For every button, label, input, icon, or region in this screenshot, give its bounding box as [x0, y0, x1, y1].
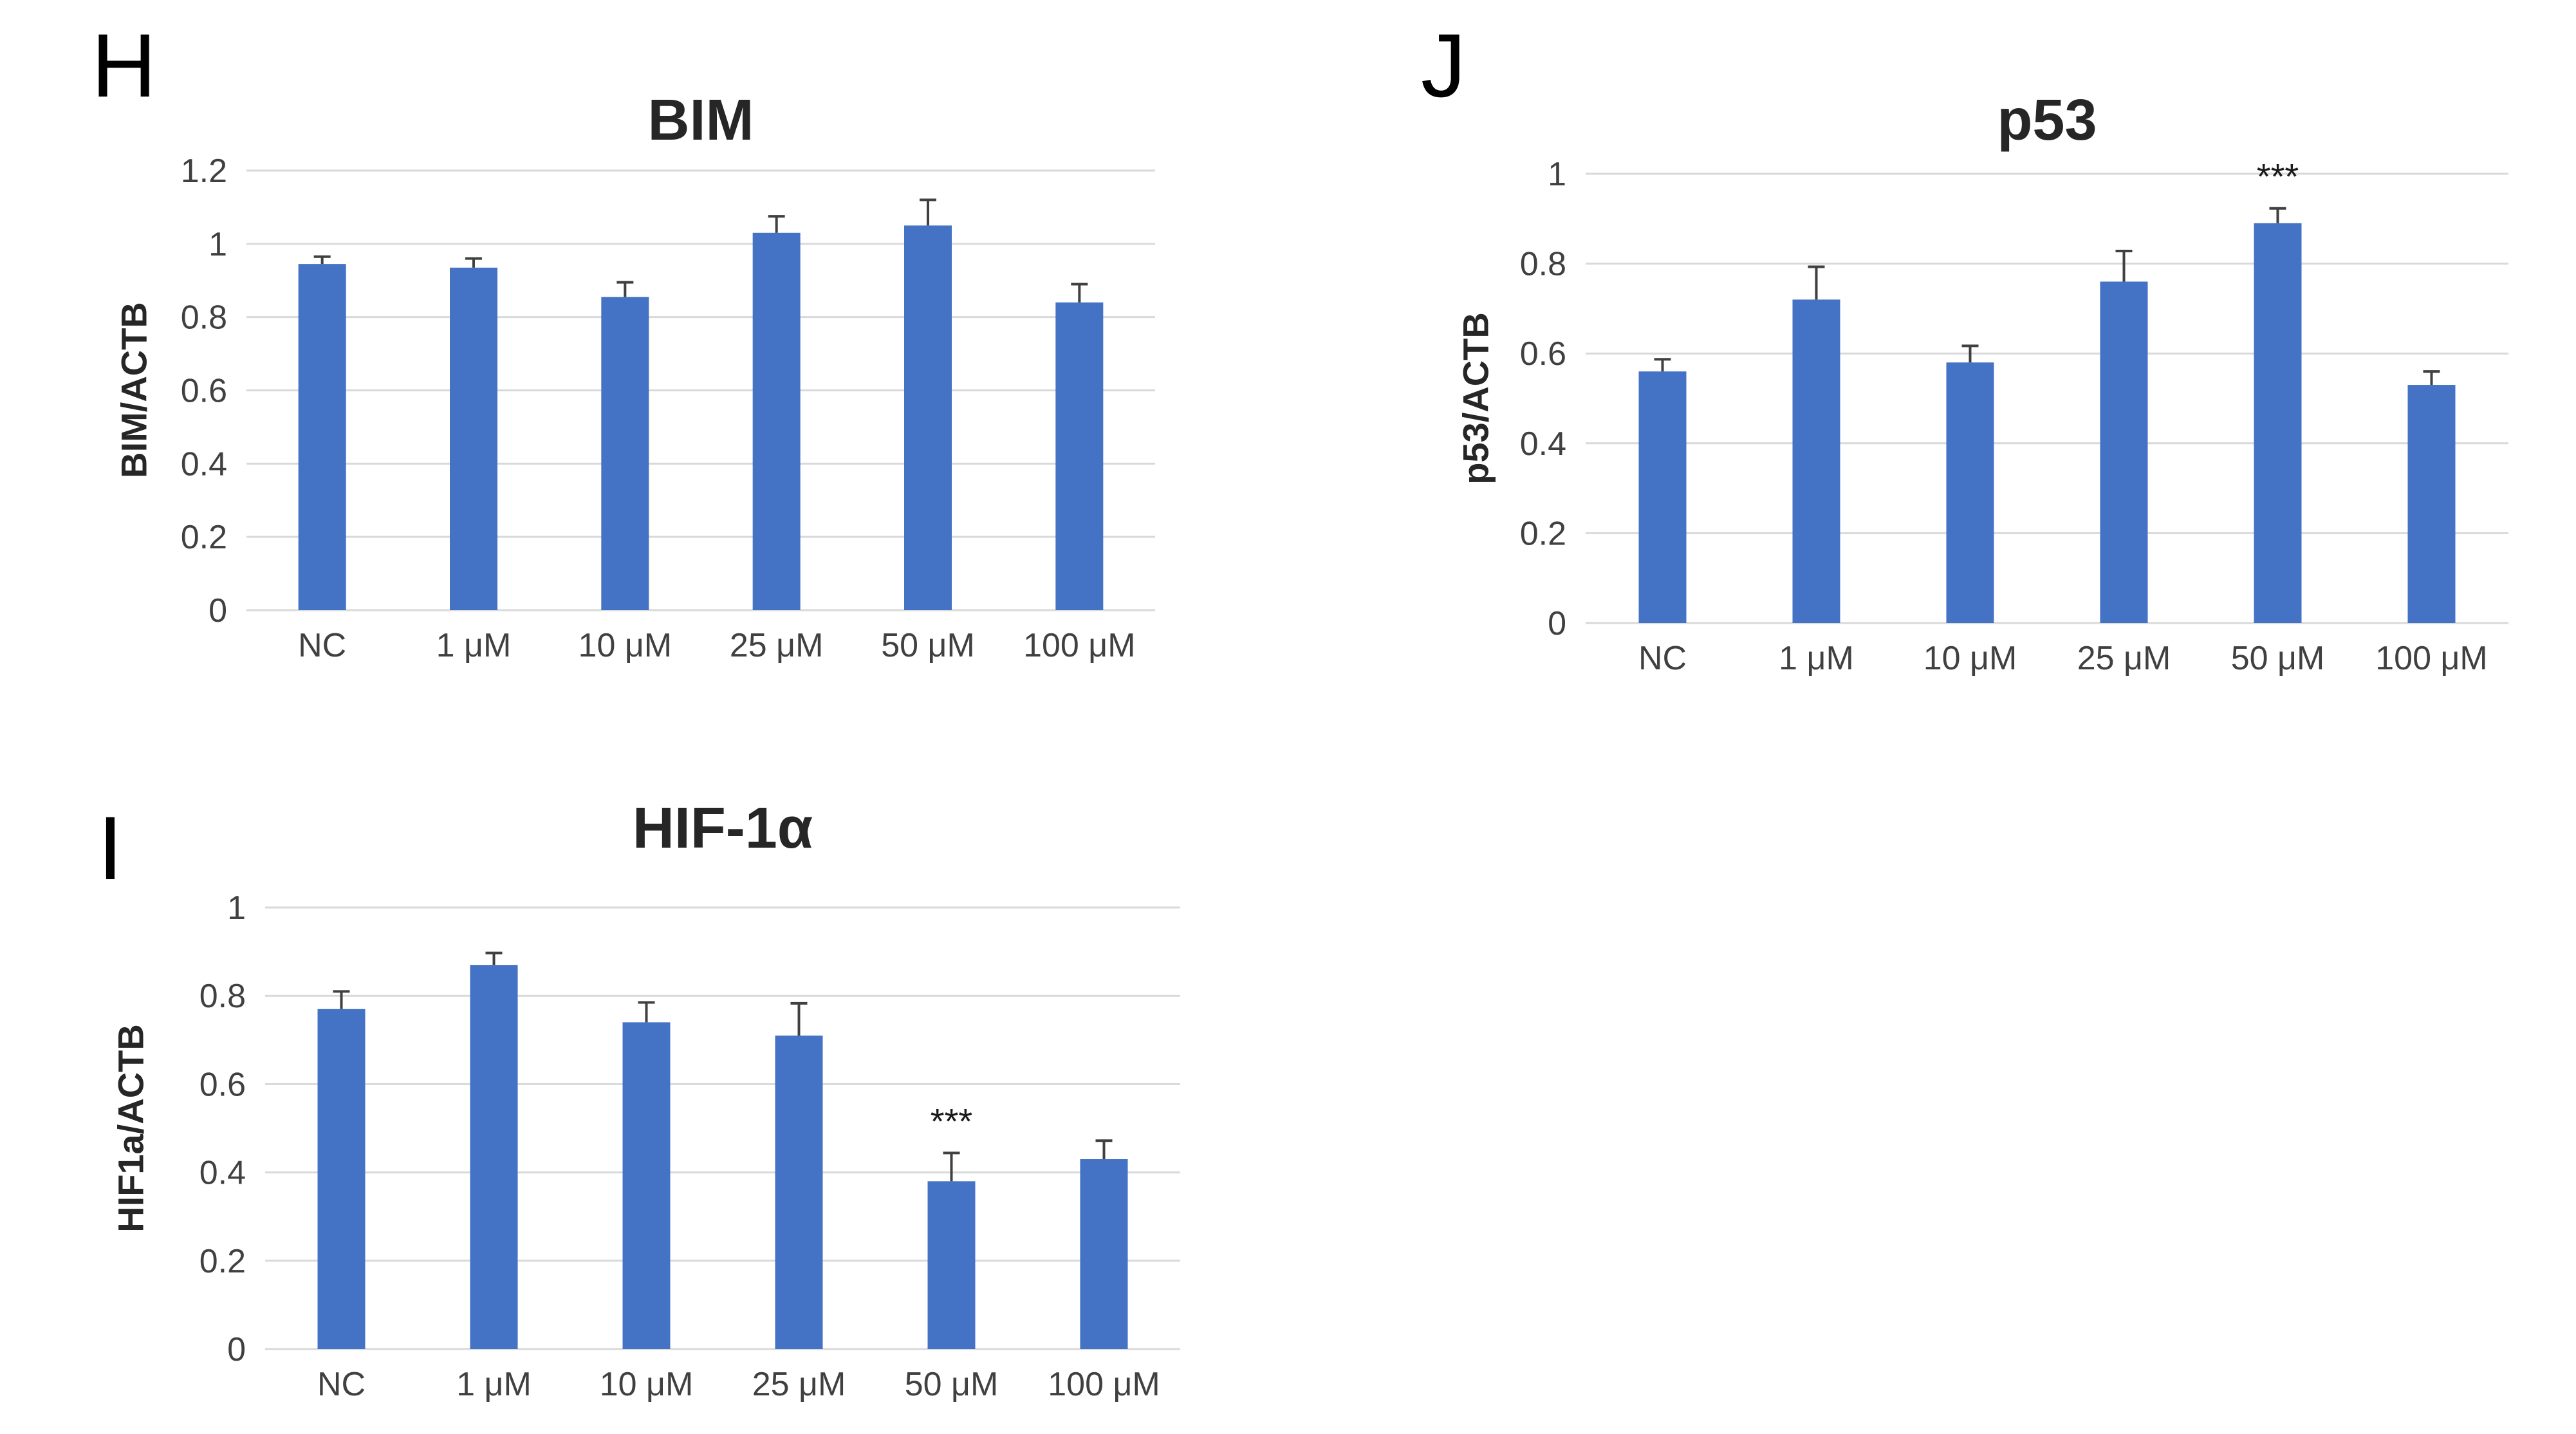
x-category-label: 10 μM: [600, 1366, 694, 1403]
y-tick-label: 0: [208, 592, 227, 629]
x-category-label: 50 μM: [2231, 640, 2325, 677]
y-tick-label: 1: [1548, 156, 1566, 193]
x-category-label: 1 μM: [456, 1366, 532, 1403]
y-tick-label: 0.4: [199, 1155, 246, 1192]
significance-stars: ***: [2257, 156, 2299, 197]
chart-panel-bim: H BIM BIM/ACTB 0 0.2 0.4 0.6 0.8 1 1.2 NC 1 μM 10…: [77, 13, 1184, 702]
x-category-label: 50 μM: [881, 627, 975, 664]
x-category-label: 10 μM: [1923, 640, 2017, 677]
bar-25 μM: [2100, 281, 2148, 623]
y-tick-label: 0.2: [181, 519, 227, 556]
x-category-label: NC: [317, 1366, 366, 1403]
y-tick-label: 0: [227, 1331, 246, 1368]
chart-title-hif1a: HIF-1α: [632, 796, 813, 861]
y-tick-label: 1: [208, 226, 227, 263]
x-category-label: 25 μM: [2077, 640, 2171, 677]
y-tick-label: 0.6: [1520, 335, 1566, 373]
chart-title-p53: p53: [1997, 88, 2097, 153]
x-category-label: 25 μM: [730, 627, 824, 664]
x-category-label: 100 μM: [1023, 627, 1135, 664]
x-category-label: 50 μM: [905, 1366, 999, 1403]
p53-plot-area: 0 0.2 0.4 0.6 0.8 1 NC 1 μM 10 μM 25 μM 50 μM 100 μ…: [1520, 156, 2508, 677]
bar-25 μM: [775, 1035, 823, 1349]
bar-1 μM: [450, 267, 497, 610]
bar-NC: [298, 264, 346, 610]
y-tick-label: 0.4: [181, 445, 227, 483]
bar-50 μM: [927, 1181, 976, 1349]
y-tick-label: 0.8: [1520, 246, 1566, 283]
x-category-label: 1 μM: [1779, 640, 1854, 677]
y-tick-label: 0.8: [199, 978, 246, 1015]
x-category-label: 100 μM: [1048, 1366, 1160, 1403]
x-category-label: NC: [1638, 640, 1687, 677]
bar-50 μM: [904, 225, 952, 610]
chart-panel-hif1a: I HIF-1α HIF1a/ACTB 0 0.2 0.4 0.6 0.8 1 NC 1 μM…: [77, 747, 1210, 1434]
y-tick-label: 0.6: [181, 373, 227, 410]
x-category-label: 25 μM: [752, 1366, 846, 1403]
x-category-label: 1 μM: [436, 627, 512, 664]
chart-panel-p53: J p53 p53/ACTB 0 0.2 0.4 0.6 0.8 1 NC 1 μM 10 μM…: [1409, 13, 2542, 702]
y-tick-label: 0.4: [1520, 425, 1566, 463]
x-category-label: 10 μM: [579, 627, 672, 664]
bar-NC: [1638, 371, 1687, 623]
y-tick-label: 0.8: [181, 299, 227, 337]
chart-title-bim: BIM: [647, 88, 754, 153]
significance-stars: ***: [931, 1101, 972, 1141]
bar-25 μM: [752, 232, 801, 611]
bar-10 μM: [622, 1022, 671, 1349]
bar-10 μM: [1946, 362, 1994, 623]
x-category-label: 100 μM: [2375, 640, 2487, 677]
bar-1 μM: [1792, 299, 1840, 623]
bar-100 μM: [1055, 302, 1104, 610]
y-tick-label: 1: [227, 889, 246, 927]
bar-100 μM: [1080, 1159, 1128, 1349]
bar-100 μM: [2407, 385, 2456, 623]
panel-label-h: H: [91, 15, 157, 116]
hif1a-plot-area: 0 0.2 0.4 0.6 0.8 1 NC 1 μM 10 μM 25 μM 50 μM 100 μ…: [199, 889, 1180, 1403]
y-tick-label: 0.6: [199, 1066, 246, 1103]
y-tick-label: 0.2: [1520, 515, 1566, 552]
panel-label-j: J: [1421, 15, 1466, 116]
y-tick-label: 0.2: [199, 1243, 246, 1280]
bar-1 μM: [470, 965, 518, 1349]
y-tick-label: 0: [1548, 605, 1566, 642]
y-tick-label: 1.2: [181, 153, 227, 190]
bar-10 μM: [601, 297, 649, 610]
x-category-label: NC: [298, 627, 346, 664]
bim-plot-area: 0 0.2 0.4 0.6 0.8 1 1.2 NC 1 μM 10 μM 25 μM 50 μM 10…: [181, 153, 1155, 664]
bar-NC: [317, 1009, 366, 1349]
panel-label-i: I: [98, 797, 123, 899]
bar-50 μM: [2254, 223, 2302, 623]
